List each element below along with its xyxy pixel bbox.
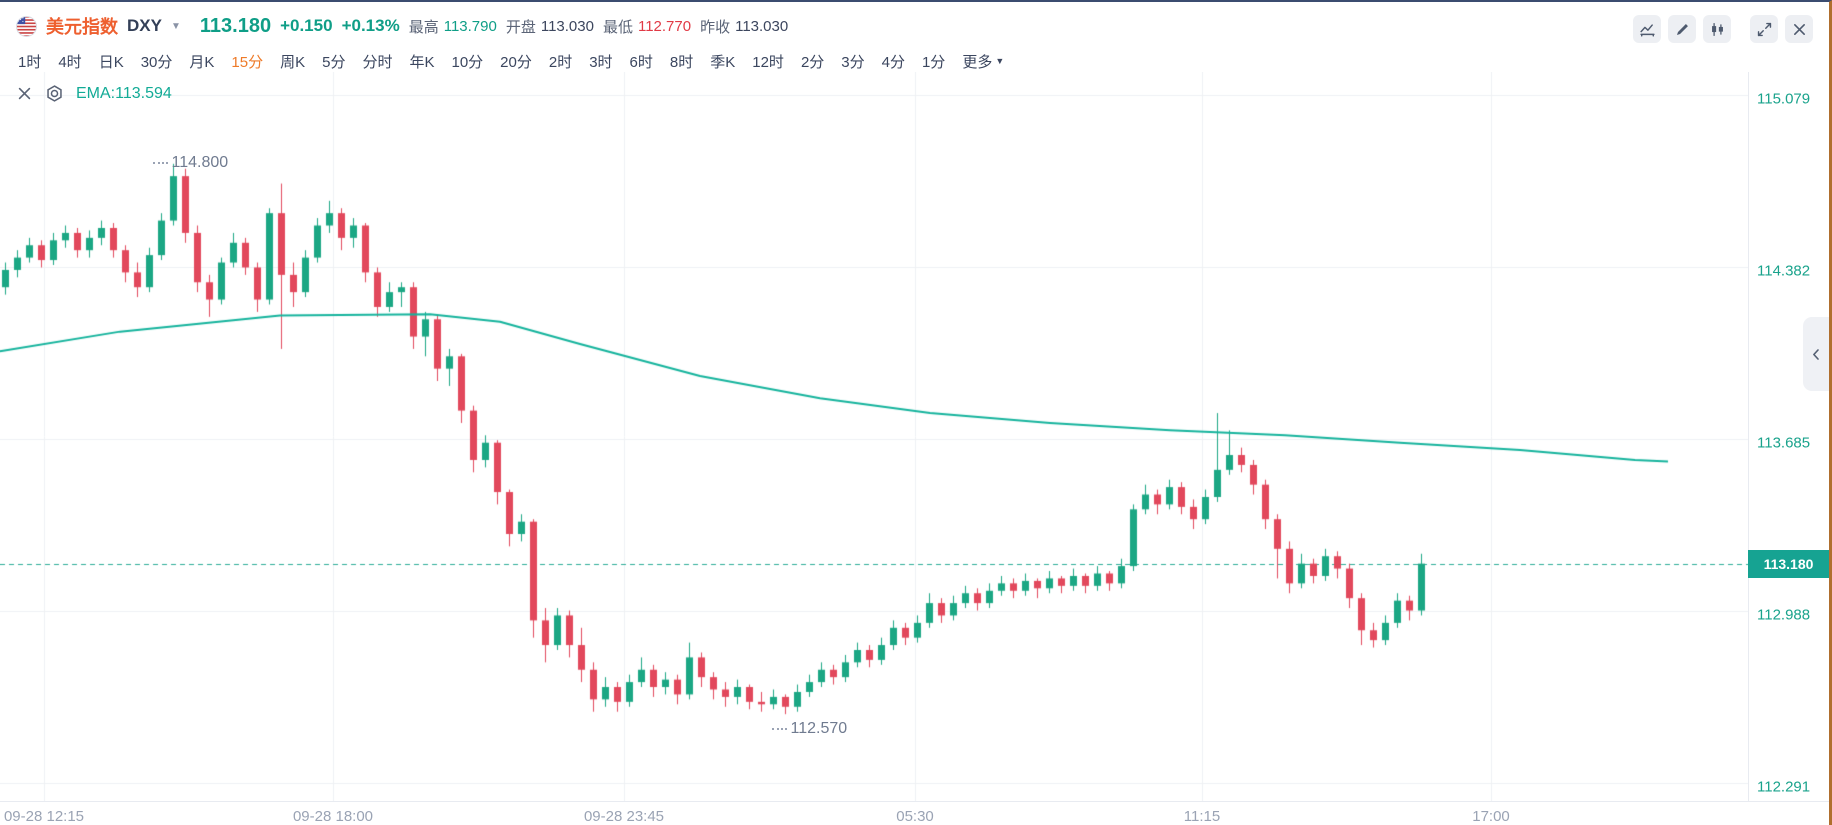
timeframe-item[interactable]: 30分 [140, 53, 173, 71]
price-change-percent: +0.13% [341, 16, 400, 35]
indicator-button[interactable] [1633, 15, 1661, 43]
fullscreen-button[interactable] [1750, 15, 1778, 43]
timeframe-item[interactable]: 5分 [322, 53, 346, 71]
timeframe-item[interactable]: 12时 [752, 53, 784, 71]
close-icon [18, 87, 31, 100]
timeframe-bar: 1时 4时 日K 30分 月K 15分 周K 5分 分时 年K 10分 20分 2时 3时 6时 8时 季K 12… [0, 48, 1829, 74]
stat-open: 开盘 113.030 [505, 17, 594, 36]
fullscreen-icon [1757, 22, 1771, 36]
timeframe-item[interactable]: 3分 [841, 53, 865, 71]
high-annotation: 114.800 [152, 153, 229, 172]
y-axis-label: 112.291 [1757, 778, 1811, 796]
symbol-label: DXY [127, 16, 162, 35]
close-chart-button[interactable] [1785, 15, 1813, 43]
timeframe-item[interactable]: 1分 [921, 53, 946, 71]
remove-indicator-button[interactable] [16, 85, 33, 102]
y-axis-label: 113.685 [1757, 434, 1811, 452]
timeframe-item[interactable]: 10分 [451, 53, 484, 71]
collapse-panel-tab[interactable] [1803, 317, 1829, 391]
ema-value-label: EMA:113.594 [76, 84, 172, 102]
x-axis-label: 09-28 18:00 [292, 808, 374, 825]
chevron-down-icon: ▼ [995, 56, 1005, 66]
x-axis-label: 05:30 [896, 808, 934, 825]
time-axis-divider [0, 801, 1829, 802]
instrument-title: 美元指数 [46, 17, 118, 37]
timeframe-more[interactable]: 更多 ▼ [962, 51, 1004, 72]
candlestick-style-icon [1711, 22, 1723, 36]
chart-style-button[interactable] [1703, 15, 1731, 43]
candlestick-canvas[interactable] [0, 72, 1748, 801]
indicator-legend: EMA:113.594 [16, 84, 172, 103]
dotted-leader [152, 161, 168, 164]
draw-button[interactable] [1668, 15, 1696, 43]
timeframe-item[interactable]: 3时 [589, 53, 613, 71]
timeframe-item[interactable]: 8时 [669, 53, 694, 71]
x-axis-label: 11:15 [1183, 808, 1221, 825]
last-price: 113.180 [199, 14, 272, 37]
low-annotation: 112.570 [771, 720, 848, 738]
y-axis-label: 114.382 [1757, 262, 1811, 280]
gear-icon [47, 85, 62, 102]
price-change: +0.150 [280, 16, 333, 35]
timeframe-item[interactable]: 日K [98, 53, 124, 71]
y-axis-label: 112.988 [1757, 606, 1811, 624]
timeframe-item[interactable]: 分时 [362, 53, 393, 71]
timeframe-item[interactable]: 2分 [800, 53, 825, 71]
x-axis: 09-28 12:15 09-28 18:00 09-28 23:45 05:30 11… [0, 804, 1748, 825]
timeframe-item[interactable]: 季K [710, 53, 736, 71]
low-annotation-text: 112.570 [790, 720, 848, 738]
timeframe-item[interactable]: 4分 [881, 53, 905, 71]
timeframe-item[interactable]: 1时 [18, 53, 42, 71]
timeframe-item[interactable]: 年K [409, 53, 435, 71]
indicator-settings-button[interactable] [45, 84, 64, 103]
timeframe-item[interactable]: 周K [280, 53, 306, 71]
timeframe-item[interactable]: 2时 [548, 53, 573, 71]
symbol-dropdown-caret[interactable]: ▼ [170, 20, 181, 32]
chart-toolbar [1633, 15, 1813, 43]
timeframe-more-label: 更多 [962, 53, 993, 71]
axis-divider [1748, 72, 1749, 801]
close-icon [1793, 23, 1805, 35]
stat-low: 最低 112.770 [602, 17, 692, 36]
x-axis-label: 09-28 23:45 [583, 808, 665, 825]
y-axis-label: 115.079 [1757, 90, 1811, 108]
timeframe-item[interactable]: 6时 [629, 53, 653, 71]
timeframe-item[interactable]: 20分 [500, 53, 532, 71]
header: 美元指数 DXY ▼ 113.180 +0.150 +0.13% 最高 113.7… [0, 2, 1829, 48]
stat-high: 最高 113.790 [408, 17, 497, 36]
timeframe-item[interactable]: 15分 [231, 53, 264, 71]
current-price-badge: 113.180 [1748, 549, 1829, 578]
chevron-left-icon [1812, 348, 1819, 360]
pencil-icon [1676, 23, 1688, 35]
timeframe-item[interactable]: 4时 [58, 53, 82, 71]
us-flag-icon [16, 15, 37, 37]
stat-prev-close: 昨收 113.030 [700, 17, 789, 36]
x-axis-label: 09-28 12:15 [3, 808, 85, 825]
chart-area: EMA:113.594 115.079 114.382 113.685 112.988… [0, 72, 1829, 825]
dotted-leader [771, 728, 787, 731]
indicator-line-icon [1639, 23, 1655, 37]
timeframe-item[interactable]: 月K [189, 53, 215, 71]
high-annotation-text: 114.800 [171, 153, 229, 171]
x-axis-label: 17:00 [1472, 808, 1510, 825]
